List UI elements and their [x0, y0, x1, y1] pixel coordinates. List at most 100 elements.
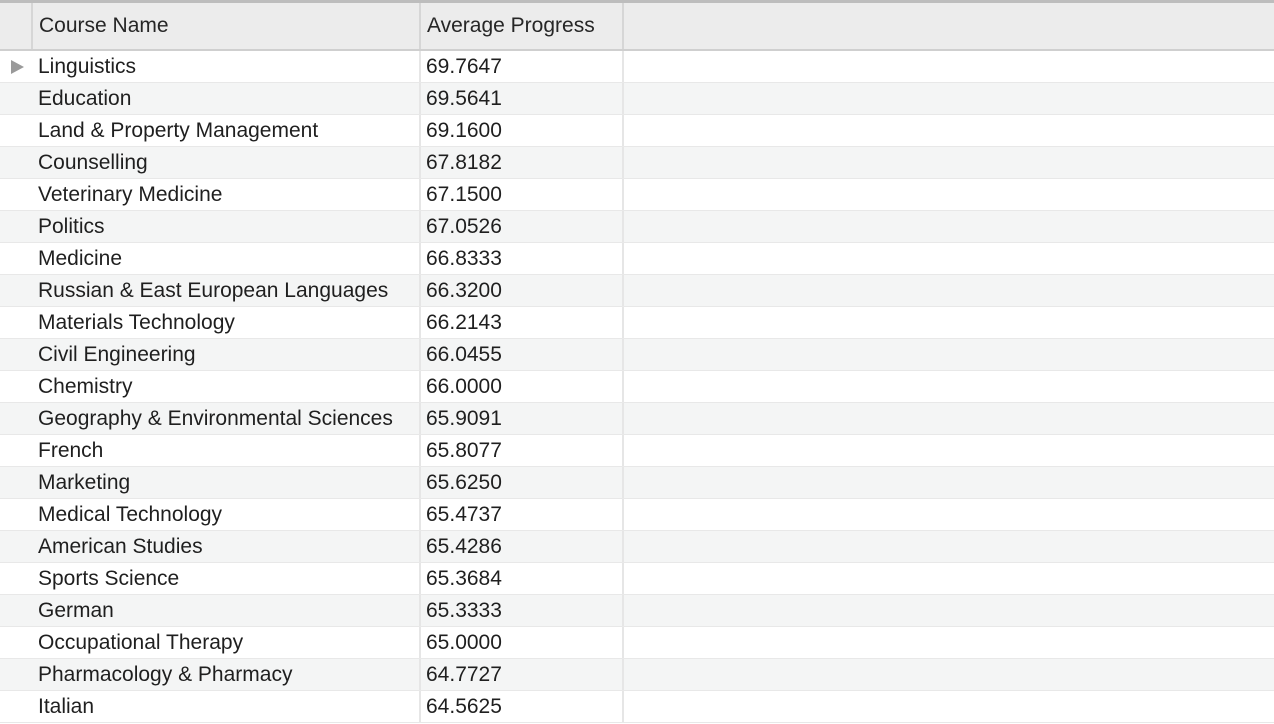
- row-indicator[interactable]: [0, 691, 33, 722]
- grid-header: Course Name Average Progress: [0, 3, 1274, 51]
- average-progress-cell[interactable]: 67.1500: [421, 179, 624, 210]
- row-indicator[interactable]: [0, 435, 33, 466]
- row-indicator[interactable]: [0, 83, 33, 114]
- row-indicator[interactable]: [0, 243, 33, 274]
- table-row[interactable]: Italian 64.5625: [0, 691, 1274, 723]
- average-progress-cell[interactable]: 66.0000: [421, 371, 624, 402]
- course-name-cell[interactable]: Pharmacology & Pharmacy: [33, 659, 421, 690]
- row-indicator[interactable]: [0, 179, 33, 210]
- row-indicator[interactable]: [0, 563, 33, 594]
- average-progress-cell[interactable]: 65.4286: [421, 531, 624, 562]
- row-indicator[interactable]: [0, 51, 33, 82]
- row-filler: [624, 531, 1274, 562]
- average-progress-cell[interactable]: 69.1600: [421, 115, 624, 146]
- course-name-cell[interactable]: Land & Property Management: [33, 115, 421, 146]
- course-name-cell[interactable]: Medical Technology: [33, 499, 421, 530]
- course-name-cell[interactable]: Italian: [33, 691, 421, 722]
- row-indicator[interactable]: [0, 115, 33, 146]
- column-header-average-progress[interactable]: Average Progress: [421, 3, 624, 49]
- average-progress-cell[interactable]: 65.3333: [421, 595, 624, 626]
- average-progress-cell[interactable]: 66.3200: [421, 275, 624, 306]
- table-row[interactable]: Sports Science 65.3684: [0, 563, 1274, 595]
- average-progress-cell[interactable]: 64.7727: [421, 659, 624, 690]
- table-row[interactable]: French 65.8077: [0, 435, 1274, 467]
- row-indicator[interactable]: [0, 147, 33, 178]
- course-name-cell[interactable]: Geography & Environmental Sciences: [33, 403, 421, 434]
- course-name-cell[interactable]: French: [33, 435, 421, 466]
- table-row[interactable]: Russian & East European Languages 66.3200: [0, 275, 1274, 307]
- table-row[interactable]: Politics 67.0526: [0, 211, 1274, 243]
- table-row[interactable]: Pharmacology & Pharmacy 64.7727: [0, 659, 1274, 691]
- row-indicator[interactable]: [0, 627, 33, 658]
- row-indicator[interactable]: [0, 211, 33, 242]
- table-row[interactable]: Marketing 65.6250: [0, 467, 1274, 499]
- table-row[interactable]: Linguistics 69.7647: [0, 51, 1274, 83]
- row-indicator[interactable]: [0, 467, 33, 498]
- row-filler: [624, 563, 1274, 594]
- table-row[interactable]: Counselling 67.8182: [0, 147, 1274, 179]
- average-progress-cell[interactable]: 65.8077: [421, 435, 624, 466]
- row-indicator-header: [0, 3, 33, 49]
- average-progress-cell[interactable]: 65.0000: [421, 627, 624, 658]
- row-indicator[interactable]: [0, 307, 33, 338]
- row-indicator[interactable]: [0, 531, 33, 562]
- row-indicator[interactable]: [0, 339, 33, 370]
- average-progress-cell[interactable]: 65.9091: [421, 403, 624, 434]
- table-row[interactable]: American Studies 65.4286: [0, 531, 1274, 563]
- row-indicator[interactable]: [0, 275, 33, 306]
- row-indicator[interactable]: [0, 659, 33, 690]
- course-name-cell[interactable]: Veterinary Medicine: [33, 179, 421, 210]
- row-filler: [624, 179, 1274, 210]
- average-progress-cell[interactable]: 66.8333: [421, 243, 624, 274]
- average-progress-cell[interactable]: 65.6250: [421, 467, 624, 498]
- course-name-cell[interactable]: Materials Technology: [33, 307, 421, 338]
- table-row[interactable]: Medical Technology 65.4737: [0, 499, 1274, 531]
- row-filler: [624, 243, 1274, 274]
- course-name-cell[interactable]: Civil Engineering: [33, 339, 421, 370]
- course-name-cell[interactable]: Politics: [33, 211, 421, 242]
- table-row[interactable]: German 65.3333: [0, 595, 1274, 627]
- average-progress-cell[interactable]: 67.8182: [421, 147, 624, 178]
- table-row[interactable]: Materials Technology 66.2143: [0, 307, 1274, 339]
- course-name-cell[interactable]: Counselling: [33, 147, 421, 178]
- row-indicator[interactable]: [0, 371, 33, 402]
- table-row[interactable]: Occupational Therapy 65.0000: [0, 627, 1274, 659]
- course-name-cell[interactable]: Sports Science: [33, 563, 421, 594]
- course-name-cell[interactable]: German: [33, 595, 421, 626]
- row-indicator[interactable]: [0, 403, 33, 434]
- row-filler: [624, 275, 1274, 306]
- table-row[interactable]: Education 69.5641: [0, 83, 1274, 115]
- course-name-cell[interactable]: Chemistry: [33, 371, 421, 402]
- row-indicator[interactable]: [0, 595, 33, 626]
- table-row[interactable]: Land & Property Management 69.1600: [0, 115, 1274, 147]
- average-progress-cell[interactable]: 67.0526: [421, 211, 624, 242]
- average-progress-cell[interactable]: 66.0455: [421, 339, 624, 370]
- table-row[interactable]: Veterinary Medicine 67.1500: [0, 179, 1274, 211]
- column-header-course-name[interactable]: Course Name: [33, 3, 421, 49]
- header-filler: [624, 3, 1274, 49]
- row-filler: [624, 371, 1274, 402]
- row-indicator[interactable]: [0, 499, 33, 530]
- average-progress-cell[interactable]: 64.5625: [421, 691, 624, 722]
- course-name-cell[interactable]: Linguistics: [33, 51, 421, 82]
- course-name-cell[interactable]: Education: [33, 83, 421, 114]
- course-name-cell[interactable]: Occupational Therapy: [33, 627, 421, 658]
- average-progress-cell[interactable]: 69.7647: [421, 51, 624, 82]
- average-progress-cell[interactable]: 65.4737: [421, 499, 624, 530]
- average-progress-cell[interactable]: 66.2143: [421, 307, 624, 338]
- table-row[interactable]: Chemistry 66.0000: [0, 371, 1274, 403]
- average-progress-cell[interactable]: 69.5641: [421, 83, 624, 114]
- right-triangle-icon: [11, 59, 24, 74]
- course-name-cell[interactable]: Marketing: [33, 467, 421, 498]
- course-name-cell[interactable]: American Studies: [33, 531, 421, 562]
- table-row[interactable]: Medicine 66.8333: [0, 243, 1274, 275]
- grid-body: Linguistics 69.7647 Education 69.5641 Land &…: [0, 51, 1274, 723]
- course-name-cell[interactable]: Russian & East European Languages: [33, 275, 421, 306]
- table-row[interactable]: Civil Engineering 66.0455: [0, 339, 1274, 371]
- row-filler: [624, 83, 1274, 114]
- row-filler: [624, 51, 1274, 82]
- average-progress-cell[interactable]: 65.3684: [421, 563, 624, 594]
- table-row[interactable]: Geography & Environmental Sciences 65.909…: [0, 403, 1274, 435]
- course-name-cell[interactable]: Medicine: [33, 243, 421, 274]
